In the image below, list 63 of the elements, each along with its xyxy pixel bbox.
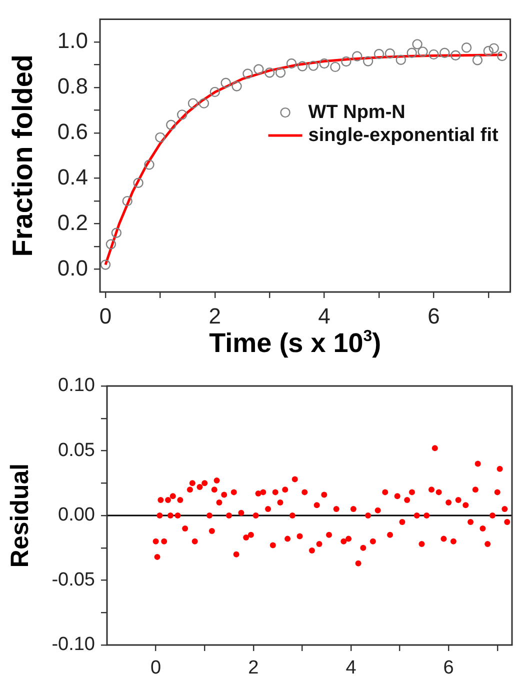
point xyxy=(308,60,318,71)
point xyxy=(188,98,198,108)
point xyxy=(264,68,275,78)
point xyxy=(286,58,297,69)
y-tick-label: 0.2 xyxy=(57,210,88,235)
y-tick-label: 0.8 xyxy=(57,73,88,98)
y-tick-label: 0.05 xyxy=(58,440,95,461)
point xyxy=(440,48,450,58)
point xyxy=(319,58,330,69)
x-tick-label: 4 xyxy=(346,658,357,679)
legend-label: WT Npm-N xyxy=(308,102,406,123)
point xyxy=(461,42,472,53)
x-tick-label: 6 xyxy=(428,303,440,328)
point xyxy=(472,55,483,66)
y-tick-label: 0.4 xyxy=(57,164,88,190)
x-tick-label: 2 xyxy=(208,303,222,328)
x-tick-label: 4 xyxy=(318,303,330,328)
point xyxy=(396,54,406,65)
point xyxy=(242,68,253,79)
point xyxy=(341,56,352,67)
point xyxy=(384,48,396,59)
point xyxy=(418,46,428,57)
point xyxy=(155,132,166,143)
point xyxy=(144,160,154,170)
x-tick-label: 6 xyxy=(443,658,454,679)
point xyxy=(352,51,362,62)
y-tick-label: 0.10 xyxy=(58,375,95,396)
y-axis-title: Residual xyxy=(6,463,34,568)
y-tick-label: -0.10 xyxy=(52,634,95,656)
point xyxy=(483,46,494,56)
point xyxy=(488,43,499,54)
point xyxy=(166,120,176,130)
point xyxy=(428,49,439,60)
point xyxy=(297,61,308,72)
point xyxy=(330,62,340,72)
x-tick-label: 0 xyxy=(99,303,112,328)
y-tick-label: 1.0 xyxy=(57,28,88,53)
point xyxy=(374,48,384,60)
point xyxy=(362,56,374,66)
point xyxy=(406,48,417,58)
y-tick-label: 0.0 xyxy=(57,255,88,280)
y-axis-title: Fraction folded xyxy=(7,54,38,257)
point xyxy=(275,68,286,78)
point xyxy=(198,98,210,108)
point xyxy=(111,228,122,238)
point xyxy=(254,64,264,74)
y-tick-label: 0.00 xyxy=(58,504,95,526)
point xyxy=(106,239,116,250)
point xyxy=(176,110,188,120)
y-tick-label: 0.6 xyxy=(57,118,88,144)
x-tick-label: 2 xyxy=(248,658,259,679)
point xyxy=(122,196,132,206)
point xyxy=(412,39,422,50)
x-tick-label: 0 xyxy=(150,658,162,679)
point xyxy=(133,178,144,188)
legend-label: single-exponential fit xyxy=(308,124,499,146)
point xyxy=(210,86,220,98)
point xyxy=(450,50,461,60)
point xyxy=(220,78,231,88)
y-tick-label: -0.05 xyxy=(52,569,95,590)
point xyxy=(232,81,242,92)
point xyxy=(496,50,508,62)
point xyxy=(100,260,111,270)
